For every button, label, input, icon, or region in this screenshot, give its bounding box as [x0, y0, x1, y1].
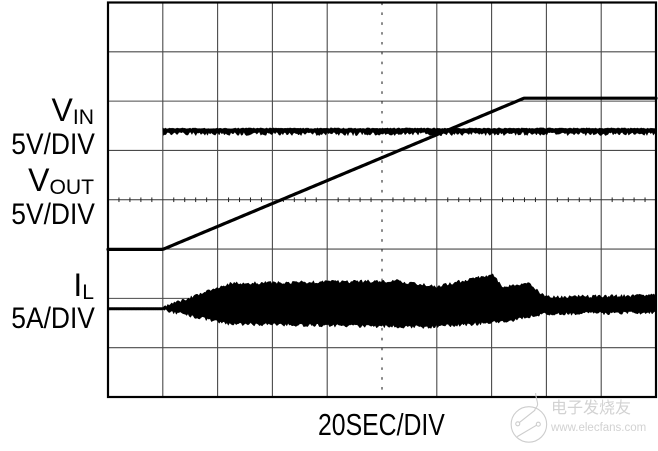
svg-text:www.elecfans.com: www.elecfans.com [550, 422, 646, 434]
svg-text:电子发烧友: 电子发烧友 [551, 399, 631, 417]
